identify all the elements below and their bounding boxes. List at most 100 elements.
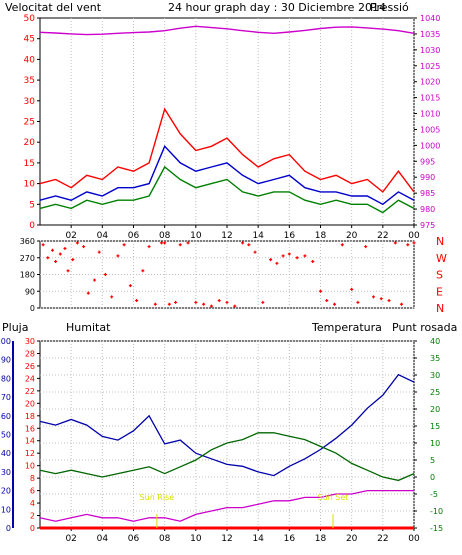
- average-line: [39, 145, 415, 206]
- direction-point: [247, 243, 251, 247]
- temperature-y-tick-label: 10: [430, 439, 440, 448]
- direction-point: [406, 243, 410, 247]
- legend-humidity: Humitat: [66, 321, 111, 334]
- direction-point: [371, 295, 375, 299]
- rain-y-tick-label: 20: [25, 399, 35, 408]
- direction-point: [393, 241, 397, 245]
- direction-point: [147, 245, 151, 249]
- rain-y-tick-label: 16: [25, 424, 35, 433]
- sun-annotations: Sun Rise Sun Set: [140, 493, 349, 528]
- humidity-y-tick-label: 0: [6, 524, 11, 533]
- direction-point: [202, 302, 206, 306]
- direction-point: [54, 259, 58, 263]
- dewpoint-line: [39, 489, 414, 522]
- temperature-y-tick-label: -10: [430, 507, 443, 516]
- wind-x-tick-label: 18: [315, 231, 327, 241]
- temperature-line: [39, 432, 415, 482]
- gust-line: [39, 107, 415, 193]
- temperature-y-tick-label: -5: [430, 490, 438, 499]
- pressure-y-ticks: 975 980 985 990 995 1000 1005 1010 1015 1020 1025 1…: [414, 14, 440, 230]
- pressure-line: [39, 25, 415, 36]
- direction-point: [333, 302, 337, 306]
- wind-x-tick-label: 20: [346, 231, 358, 241]
- direction-point: [287, 252, 291, 256]
- direction-point: [71, 258, 75, 262]
- wind-y-tick-label: 35: [24, 76, 35, 86]
- rain-y-tick-label: 4: [30, 499, 35, 508]
- pressure-y-tick-label: 1015: [420, 94, 440, 103]
- direction-point: [110, 295, 114, 299]
- direction-point: [412, 241, 416, 245]
- rain-y-tick-label: 14: [25, 437, 35, 446]
- humidity-y-tick-label: 100: [0, 337, 11, 346]
- humidity-y-tick-label: 10: [1, 505, 11, 514]
- rain-y-tick-label: 6: [30, 487, 35, 496]
- wind-y-tick-label: 15: [24, 159, 35, 169]
- temperature-y-tick-label: 15: [430, 422, 440, 431]
- pressure-y-tick-label: 1005: [420, 125, 440, 134]
- wind-x-ticks: 02 04 06 08 10 12 14 16 18 20 22 00: [65, 225, 420, 241]
- pressure-label: Pressió: [370, 1, 409, 14]
- legend-rain: Pluja: [2, 321, 28, 334]
- humidity-x-tick-label: 22: [377, 534, 388, 544]
- temperature-y-tick-label: 5: [430, 456, 435, 465]
- rain-y-tick-label: 30: [25, 337, 35, 346]
- direction-point: [178, 243, 182, 247]
- direction-point: [141, 269, 145, 273]
- temperature-y-ticks: -15 -10 -5 0 5 10 15 20 25 30 35 40: [414, 337, 443, 533]
- direction-point: [364, 245, 368, 249]
- temperature-y-tick-label: 35: [430, 354, 440, 363]
- direction-point: [303, 254, 307, 258]
- temperature-y-tick-label: 30: [430, 371, 440, 380]
- temperature-y-tick-label: 0: [430, 473, 435, 482]
- humidity-x-tick-label: 02: [65, 534, 76, 544]
- direction-point: [379, 297, 383, 301]
- rain-y-tick-label: 10: [25, 462, 35, 471]
- direction-y-tick-label: 360: [20, 237, 35, 246]
- humidity-x-tick-label: 18: [315, 534, 327, 544]
- direction-point: [261, 300, 265, 304]
- direction-point: [86, 291, 90, 295]
- direction-point: [295, 256, 299, 260]
- direction-point: [163, 241, 167, 245]
- sun-set-label: Sun Set: [318, 493, 349, 502]
- humidity-x-tick-label: 08: [159, 534, 171, 544]
- direction-point: [194, 300, 198, 304]
- rain-y-tick-label: 12: [25, 449, 35, 458]
- direction-point: [356, 300, 360, 304]
- direction-point: [167, 302, 171, 306]
- pressure-y-tick-label: 1020: [420, 78, 440, 87]
- temperature-y-tick-label: 25: [430, 388, 440, 397]
- direction-points: [41, 241, 416, 308]
- humidity-x-tick-label: 06: [128, 534, 140, 544]
- direction-point: [400, 302, 404, 306]
- humidity-line: [39, 373, 415, 477]
- wind-y-tick-label: 30: [24, 97, 36, 107]
- rain-y-tick-label: 28: [25, 349, 35, 358]
- humidity-y-tick-label: 70: [1, 393, 11, 402]
- rain-y-tick-label: 24: [25, 374, 35, 383]
- direction-point: [275, 261, 279, 265]
- rain-y-tick-label: 2: [30, 512, 35, 521]
- direction-point: [186, 241, 190, 245]
- humidity-y-tick-label: 50: [1, 431, 11, 440]
- humidity-x-tick-label: 16: [284, 534, 296, 544]
- direction-point: [319, 289, 322, 293]
- pressure-y-tick-label: 1040: [420, 14, 440, 23]
- legend-dewpoint: Punt rosada: [392, 321, 457, 334]
- compass-label: W: [436, 252, 447, 265]
- direction-point: [93, 278, 97, 282]
- direction-point: [241, 241, 245, 245]
- pressure-y-tick-label: 1000: [420, 141, 440, 150]
- wind-x-tick-label: 02: [65, 231, 76, 241]
- wind-y-tick-label: 5: [29, 200, 35, 210]
- humidity-x-tick-label: 04: [97, 534, 109, 544]
- wind-x-tick-label: 10: [190, 231, 202, 241]
- wind-y-tick-label: 0: [29, 221, 35, 231]
- speed-line: [39, 165, 415, 214]
- direction-point: [63, 246, 67, 250]
- direction-y-tick-label: 90: [25, 287, 35, 296]
